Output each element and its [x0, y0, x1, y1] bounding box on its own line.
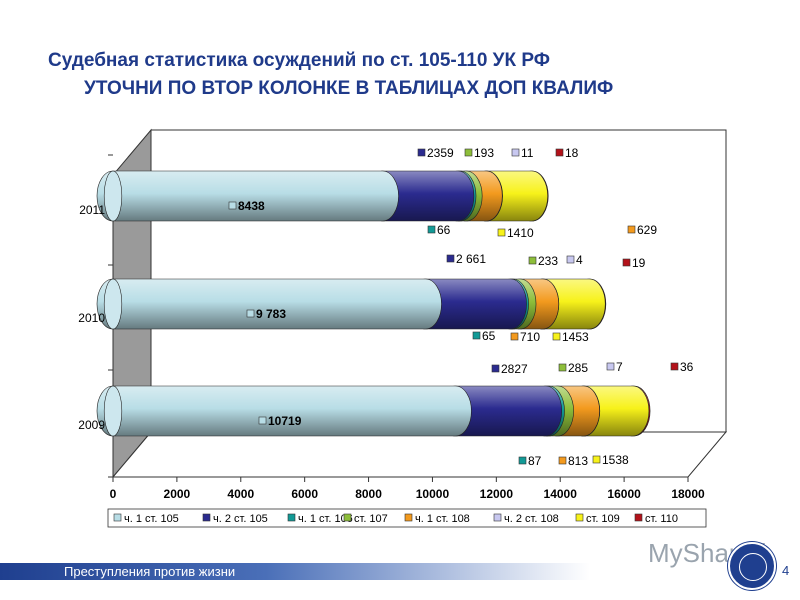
legend-label: ч. 2 ст. 108 [504, 513, 559, 525]
university-seal-icon [728, 542, 776, 590]
x-tick-label: 10000 [416, 487, 450, 501]
data-label-swatch [558, 456, 567, 465]
data-label: 66 [437, 223, 451, 237]
data-label-swatch [228, 201, 237, 210]
data-label-swatch [510, 332, 519, 341]
data-label-swatch [558, 363, 567, 372]
data-label: 2359 [427, 146, 454, 160]
data-label-swatch [555, 148, 564, 157]
data-label: 1538 [602, 453, 629, 467]
page-number: 4 [782, 563, 790, 578]
data-label-swatch [511, 148, 520, 157]
data-label-swatch [258, 416, 267, 425]
data-label-swatch [592, 455, 601, 464]
x-tick-label: 18000 [671, 487, 705, 501]
data-label: 18 [565, 146, 579, 160]
category-label: 2011 [79, 203, 105, 217]
x-tick-label: 0 [110, 487, 117, 501]
bar-2011-1 [96, 170, 399, 222]
legend-label: ст. 107 [354, 513, 388, 525]
bar-2010-1 [96, 278, 442, 330]
data-label-swatch [491, 364, 500, 373]
data-label: 813 [568, 454, 588, 468]
data-label: 629 [637, 223, 657, 237]
data-label: 710 [520, 330, 540, 344]
data-label-swatch [472, 331, 481, 340]
data-label: 9 783 [256, 307, 286, 321]
legend-swatch [287, 513, 296, 522]
data-label: 4 [576, 253, 583, 267]
legend-swatch [202, 513, 211, 522]
bar-chart: 0 2000 4000 6000 8000 10000 12000 14000 16000 180… [78, 128, 728, 528]
data-label: 65 [482, 329, 496, 343]
data-label-swatch [446, 254, 455, 263]
data-label: 2827 [501, 362, 528, 376]
data-label: 8438 [238, 199, 265, 213]
legend-label: ст. 109 [586, 513, 620, 525]
x-tick-label: 4000 [227, 487, 254, 501]
data-label: 87 [528, 454, 542, 468]
chart-title: Судебная статистика осуждений по ст. 105… [48, 50, 551, 71]
bar-cap-2011 [103, 170, 123, 222]
legend-swatch [343, 513, 352, 522]
legend-label: ч. 2 ст. 105 [213, 513, 268, 525]
data-label: 10719 [268, 414, 302, 428]
legend-label: ч. 1 ст. 105 [124, 513, 179, 525]
bar-group-2009 [96, 385, 651, 437]
chart-subtitle: УТОЧНИ ПО ВТОР КОЛОНКЕ В ТАБЛИЦАХ ДОП КВ… [84, 78, 614, 99]
footer-bar [0, 563, 590, 580]
legend-swatch [404, 513, 413, 522]
data-label-swatch [627, 225, 636, 234]
bar-cap-2010 [103, 278, 123, 330]
data-label: 7 [616, 360, 623, 374]
data-label-swatch [417, 148, 426, 157]
data-label-swatch [528, 256, 537, 265]
category-label: 2010 [78, 311, 105, 325]
floor [111, 431, 728, 478]
data-label: 1410 [507, 226, 534, 240]
data-label: 19 [632, 256, 646, 270]
data-label: 1453 [562, 330, 589, 344]
x-tick-label: 12000 [480, 487, 514, 501]
legend-label: ч. 1 ст. 106 [298, 513, 353, 525]
bar-group-2010 [96, 278, 607, 330]
bar-group-2011 [96, 170, 549, 222]
x-tick-label: 2000 [164, 487, 191, 501]
data-label-swatch [606, 362, 615, 371]
bar-cap-2009 [103, 385, 123, 437]
data-label: 285 [568, 361, 588, 375]
data-label-swatch [427, 225, 436, 234]
legend-swatch [575, 513, 584, 522]
data-label-swatch [670, 362, 679, 371]
data-label-swatch [518, 456, 527, 465]
legend-swatch [493, 513, 502, 522]
legend-label: ч. 1 ст. 108 [415, 513, 470, 525]
x-tick-label: 16000 [607, 487, 641, 501]
footer-text: Преступления против жизни [64, 564, 236, 579]
category-label: 2009 [78, 418, 105, 432]
data-label: 233 [538, 254, 558, 268]
data-label-swatch [622, 258, 631, 267]
bar-2009-1 [96, 385, 472, 437]
data-label-swatch [464, 148, 473, 157]
data-label-swatch [566, 255, 575, 264]
legend-swatch [113, 513, 122, 522]
legend-label: ст. 110 [645, 513, 678, 525]
data-label: 2 661 [456, 252, 486, 266]
x-tick-label: 8000 [355, 487, 382, 501]
x-tick-label: 6000 [291, 487, 318, 501]
data-label-swatch [497, 228, 506, 237]
data-label: 193 [474, 146, 494, 160]
legend-swatch [634, 513, 643, 522]
x-tick-label: 14000 [544, 487, 578, 501]
data-label-swatch [552, 332, 561, 341]
data-label: 11 [521, 146, 534, 160]
data-label-swatch [246, 309, 255, 318]
data-label: 36 [680, 360, 694, 374]
